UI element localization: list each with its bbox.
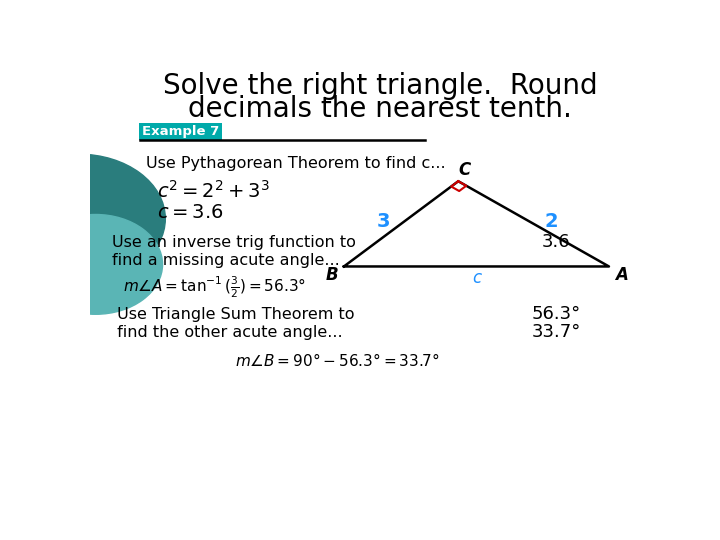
Text: B: B [325,266,338,284]
FancyBboxPatch shape [139,123,222,140]
Text: find a missing acute angle...: find a missing acute angle... [112,253,340,268]
Text: Example 7: Example 7 [142,125,219,138]
Circle shape [0,154,166,283]
Text: Use an inverse trig function to: Use an inverse trig function to [112,235,356,250]
Text: 56.3°: 56.3° [531,305,580,323]
Text: C: C [459,160,471,179]
Text: 33.7°: 33.7° [531,323,580,341]
Text: 3.6: 3.6 [541,233,570,251]
Text: Solve the right triangle.  Round: Solve the right triangle. Round [163,72,598,99]
Text: $m\angle A = \tan^{-1}(\frac{3}{2}) = 56.3°$: $m\angle A = \tan^{-1}(\frac{3}{2}) = 56… [124,274,307,300]
Text: A: A [615,266,628,284]
Text: $c^2 = 2^2 + 3^3$: $c^2 = 2^2 + 3^3$ [157,179,270,201]
Text: Use Triangle Sum Theorem to: Use Triangle Sum Theorem to [112,307,355,322]
Text: Use Pythagorean Theorem to find c...: Use Pythagorean Theorem to find c... [145,156,446,171]
Text: 3: 3 [377,212,390,231]
Text: $c = 3.6$: $c = 3.6$ [157,203,223,222]
Text: decimals the nearest tenth.: decimals the nearest tenth. [188,95,572,123]
Text: c: c [472,269,481,287]
Text: find the other acute angle...: find the other acute angle... [112,325,343,340]
Text: $m\angle B = 90° - 56.3° = 33.7°$: $m\angle B = 90° - 56.3° = 33.7°$ [235,352,440,368]
Text: 2: 2 [544,212,558,231]
Circle shape [29,214,163,314]
